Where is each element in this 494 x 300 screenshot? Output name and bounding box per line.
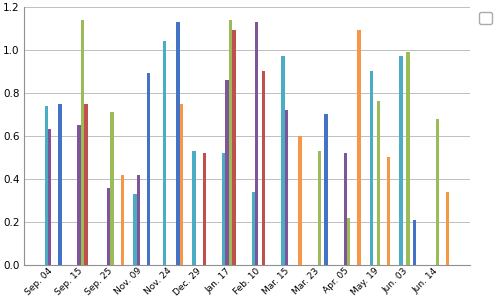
Bar	[446, 192, 450, 265]
Bar	[281, 56, 285, 265]
Bar	[192, 151, 196, 265]
Bar	[44, 106, 48, 265]
Bar	[357, 30, 361, 265]
Bar	[285, 110, 288, 265]
Bar	[318, 151, 321, 265]
Bar	[133, 194, 137, 265]
Bar	[325, 114, 328, 265]
Bar	[251, 192, 255, 265]
Bar	[48, 129, 51, 265]
Bar	[147, 74, 150, 265]
Bar	[406, 52, 410, 265]
Bar	[436, 119, 439, 265]
Bar	[163, 41, 166, 265]
Bar	[229, 20, 232, 265]
Bar	[137, 175, 140, 265]
Bar	[262, 71, 265, 265]
Bar	[225, 80, 229, 265]
Bar	[121, 175, 124, 265]
Bar	[370, 71, 373, 265]
Bar	[81, 20, 84, 265]
Bar	[203, 153, 206, 265]
Bar	[222, 153, 225, 265]
Bar	[377, 101, 380, 265]
Bar	[111, 112, 114, 265]
Bar	[107, 188, 111, 265]
Bar	[344, 153, 347, 265]
Bar	[400, 56, 403, 265]
Bar	[298, 136, 301, 265]
Bar	[180, 103, 183, 265]
Bar	[58, 103, 62, 265]
Bar	[84, 103, 88, 265]
Legend: 	[479, 12, 492, 25]
Bar	[78, 125, 81, 265]
Bar	[176, 22, 180, 265]
Bar	[255, 22, 258, 265]
Bar	[387, 158, 390, 265]
Bar	[232, 30, 236, 265]
Bar	[413, 220, 416, 265]
Bar	[347, 218, 351, 265]
